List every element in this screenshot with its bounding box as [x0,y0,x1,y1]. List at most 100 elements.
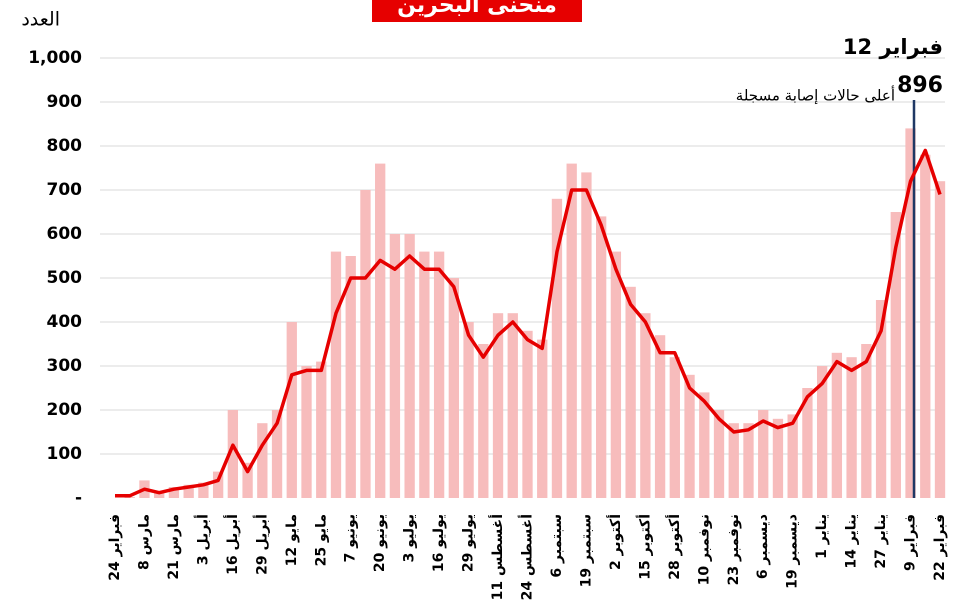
y-tick-label: 200 [47,400,83,420]
bar [758,410,769,498]
x-tick-label: 11 أغسطس [488,514,506,600]
bar [669,357,680,498]
y-tick-label: 500 [47,268,83,288]
bar [286,322,297,498]
bar [743,423,754,498]
x-tick-label: 3 أبريل [193,514,211,565]
bar [787,414,798,498]
annotation-value: 896 [897,73,943,98]
bar [875,300,887,498]
bar [713,410,725,498]
annotation-text: أعلى حالات إصابة مسجلة [736,86,895,105]
x-tick-label: 25 مايو [313,514,329,566]
bar [920,154,931,499]
y-tick-label: 600 [47,224,83,244]
y-tick-label: 400 [47,312,83,332]
bar [154,491,165,498]
x-tick-label: 15 أكتوبر [635,514,653,580]
x-tick-label: 23 نوفمبر [726,514,742,585]
bar [301,366,312,498]
bar [537,339,548,498]
bar [654,335,666,498]
x-tick-label: 7 يونيو [343,514,359,562]
x-tick-label: 27 يناير [873,514,889,569]
bar [551,198,563,499]
x-tick-label: 1 يناير [814,514,830,559]
x-tick-label: 29 أبريل [252,514,270,575]
y-tick-label: 1,000 [28,48,82,68]
x-tick-label: 29 يوليو [461,514,477,572]
y-axis-label: العدد [21,9,60,31]
x-tick-label: 2 أكتوبر [606,514,624,570]
bar [330,251,342,498]
bar [816,366,828,498]
bar [581,172,592,498]
bar [890,212,901,498]
bar [640,313,651,498]
x-tick-label: 24 فبراير [107,514,123,581]
x-tick-label: 10 نوفمبر [696,514,712,585]
bar [492,313,504,498]
bar [448,278,459,498]
x-tick-label: 16 أبريل [223,514,241,575]
bar [242,462,253,498]
bar [566,163,577,498]
x-tick-label: 22 فبراير [932,514,948,581]
y-tick-label: 100 [47,444,83,464]
bar [802,388,813,498]
y-tick-label: 700 [47,180,83,200]
y-tick-label: 800 [47,136,83,156]
bar [905,128,916,498]
bar [684,374,695,498]
bar [212,471,224,498]
bar [375,163,386,498]
bar [463,322,474,498]
bar [227,410,239,498]
x-tick-label: 8 مارس [136,514,152,570]
bar [433,251,445,498]
x-tick-label: 19 ديسمبر [785,514,801,589]
bar [772,418,784,498]
x-tick-label: 3 يوليو [402,514,418,562]
bar [478,344,489,498]
bar [522,330,533,498]
chart-title: منحنى البحرين [397,0,557,18]
x-tick-label: 9 فبراير [903,514,919,571]
y-tick-label: 300 [47,356,83,376]
x-tick-label: 12 مايو [284,514,300,566]
x-tick-label: 20 يونيو [372,514,388,572]
bar [183,484,194,498]
bar [934,181,946,498]
bar [625,286,636,498]
x-tick-label: 6 سبتمبر [549,514,565,578]
bar [360,190,371,498]
bar [596,216,607,498]
bar [198,482,209,498]
y-tick-label: - [75,488,82,508]
bar [507,313,518,498]
bar [168,487,180,498]
bar [846,357,857,498]
x-tick-label: 24 أغسطس [518,514,536,600]
x-tick-label: 14 يناير [844,514,860,569]
x-tick-label: 19 سبتمبر [578,514,594,587]
bar [699,392,710,498]
bar [316,361,327,498]
y-tick-label: 900 [47,92,83,112]
bar [389,234,401,498]
bar [419,251,430,498]
annotation-date: 12 فبراير [843,35,943,59]
bar [345,256,356,498]
x-tick-label: 16 يوليو [431,514,447,572]
bar [831,352,843,498]
bar [861,344,872,498]
bar [728,423,739,498]
bar [404,234,415,498]
x-tick-label: 21 مارس [166,514,182,580]
bar [610,251,622,498]
bar [271,410,283,498]
line [115,148,942,498]
bar [124,497,135,498]
title-box [372,0,582,22]
bar [257,423,268,498]
